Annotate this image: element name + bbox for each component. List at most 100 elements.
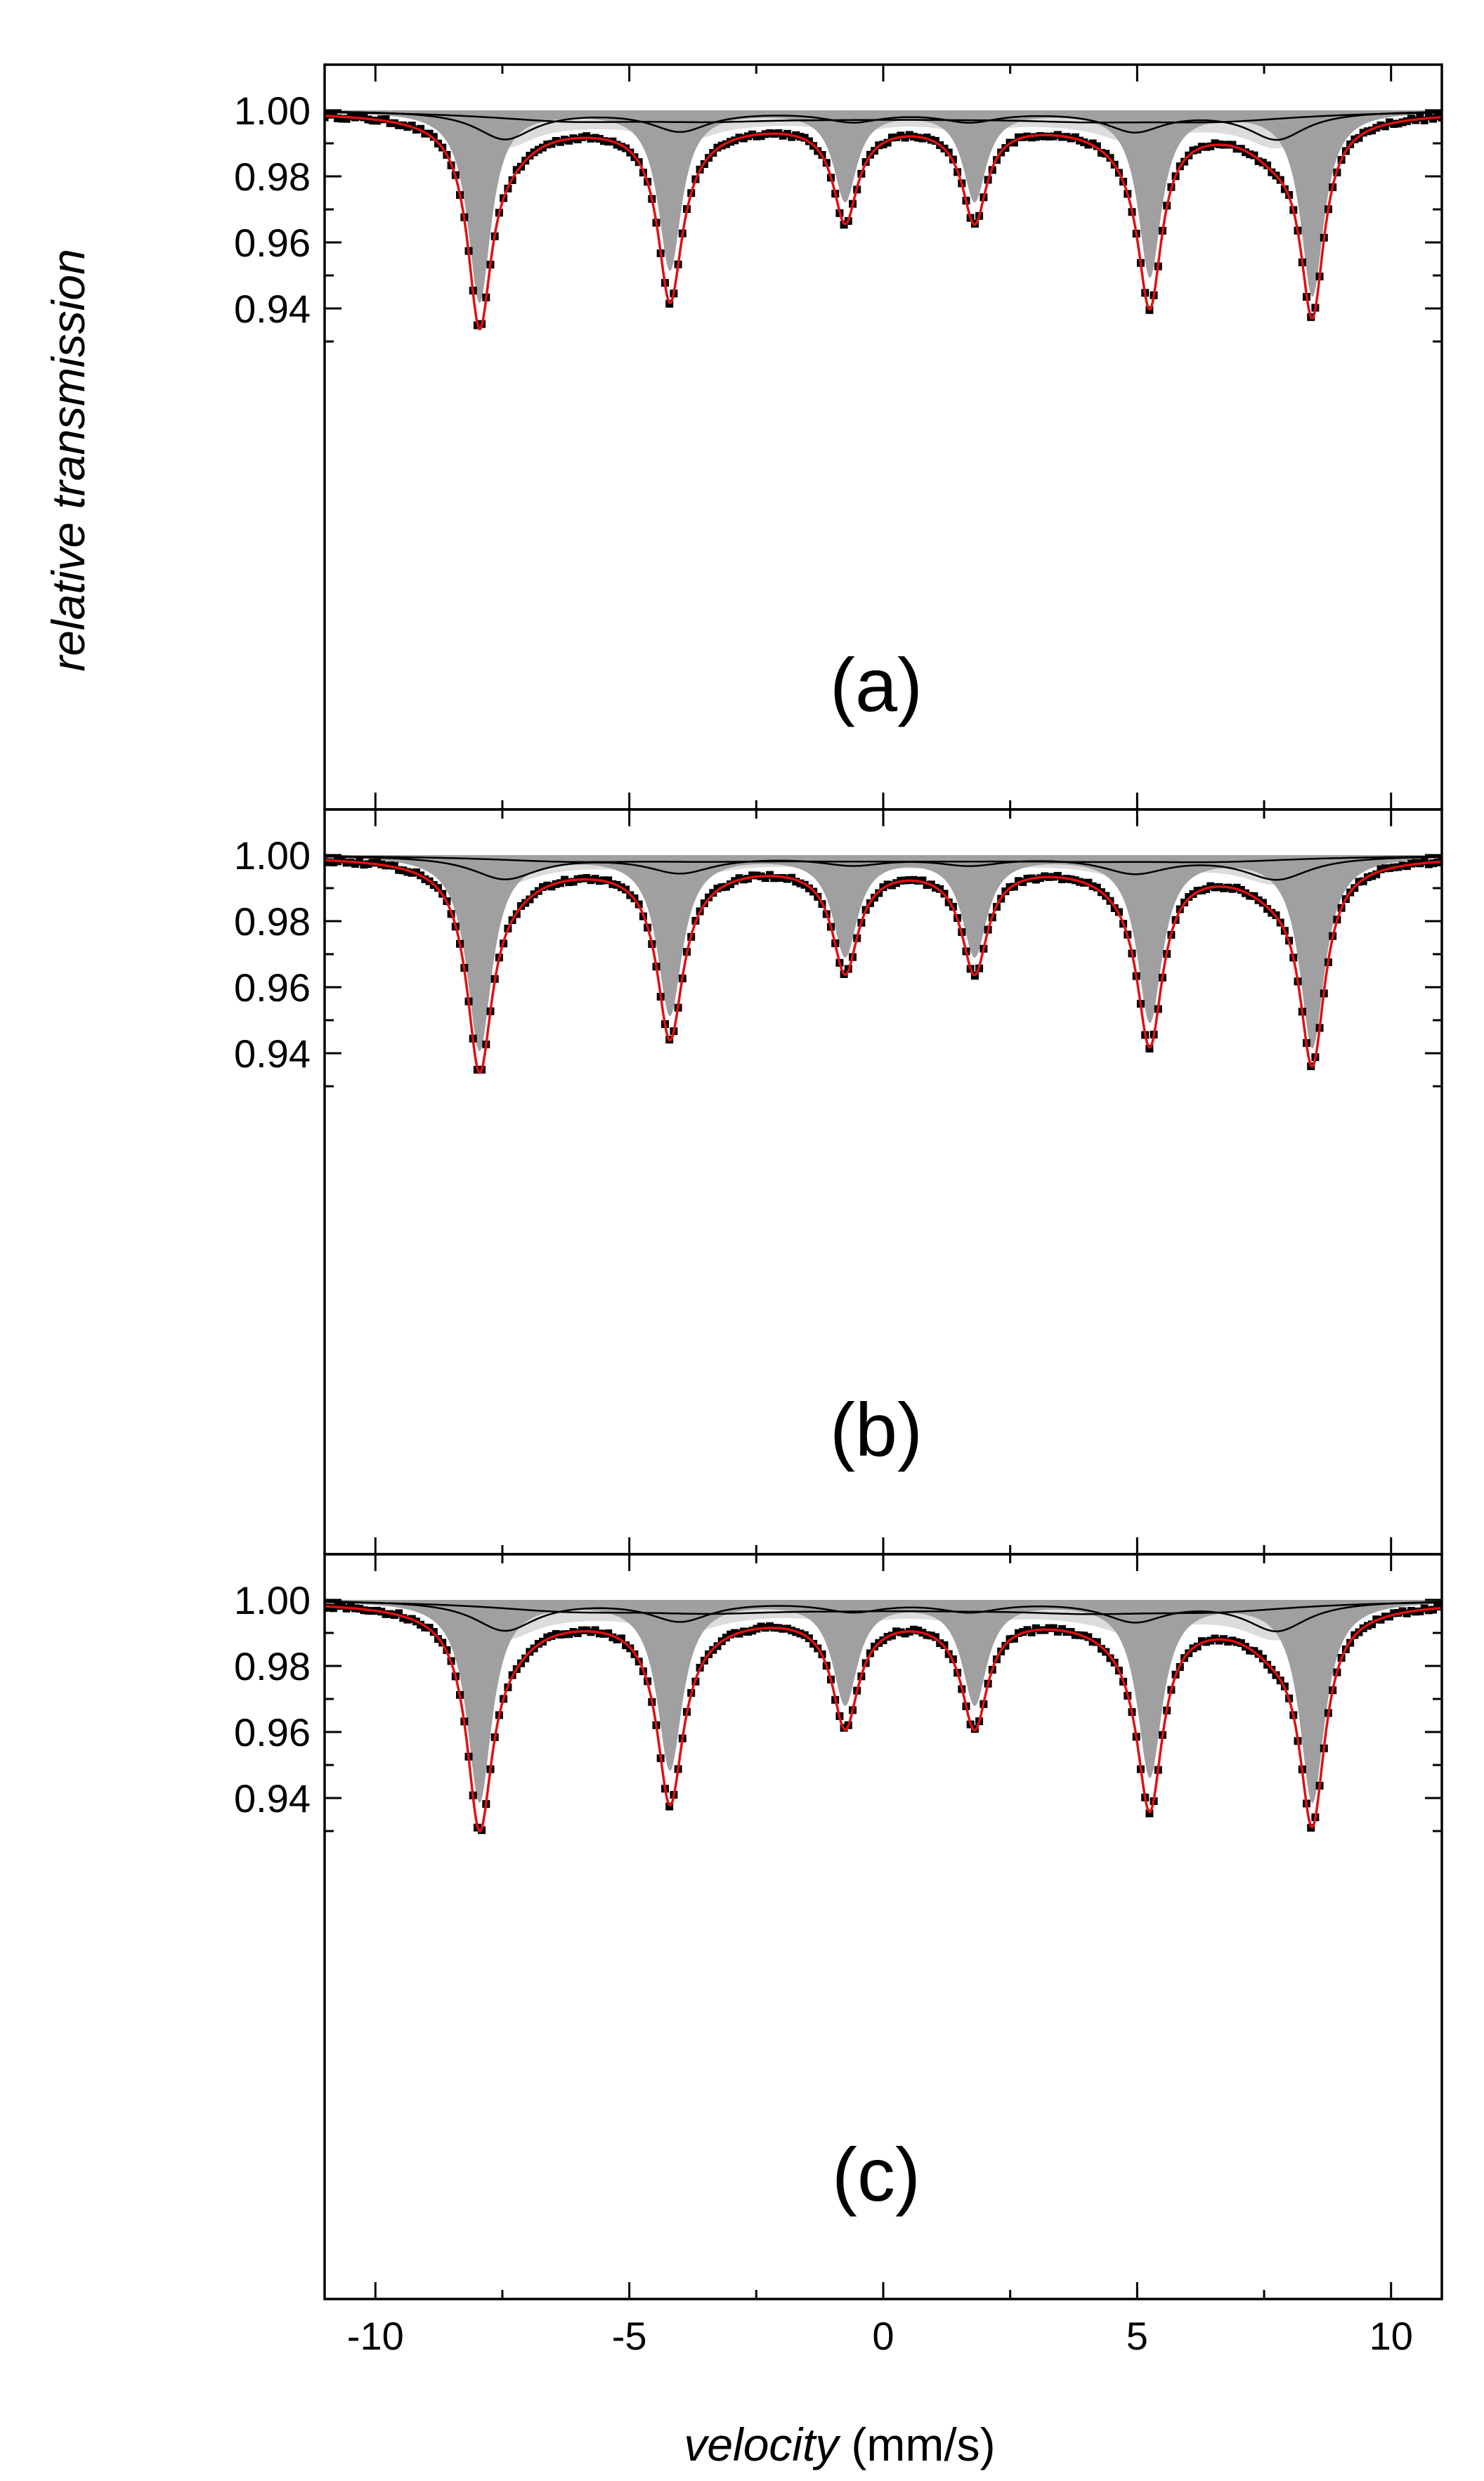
- panel-1: 0.94 0.96 0.98 1.00 (a): [234, 63, 1443, 811]
- data-point: [1045, 133, 1053, 141]
- data-point: [373, 859, 381, 867]
- data-point: [582, 132, 591, 141]
- panel-plot-area: [325, 1600, 1442, 1835]
- data-point: [914, 1627, 923, 1635]
- y-tick-label: 0.94: [234, 1031, 311, 1076]
- data-point: [1228, 141, 1237, 149]
- data-point: [1224, 1638, 1232, 1646]
- data-point: [1263, 905, 1272, 913]
- data-point: [399, 1614, 408, 1622]
- panel-plot-area: [325, 855, 1442, 1074]
- fit-line: [325, 115, 1442, 330]
- data-point: [403, 868, 412, 876]
- data-point: [1015, 877, 1022, 885]
- y-tick-label: 0.96: [234, 965, 311, 1010]
- data-point: [901, 1629, 909, 1638]
- data-point: [617, 143, 625, 151]
- data-point: [395, 1609, 403, 1617]
- data-point: [800, 134, 809, 142]
- data-point: [883, 138, 892, 147]
- data-point: [1093, 1638, 1101, 1646]
- data-point: [1023, 1626, 1031, 1634]
- data-point: [1058, 1624, 1067, 1633]
- y-tick-label: 0.94: [234, 287, 311, 331]
- data-point: [905, 131, 913, 139]
- data-point: [892, 1627, 901, 1636]
- data-point: [1420, 116, 1428, 124]
- data-point: [796, 879, 805, 887]
- data-point: [897, 131, 905, 140]
- data-point: [329, 859, 337, 866]
- data-point: [325, 858, 333, 866]
- panel-label: (b): [830, 1387, 923, 1472]
- panel-2: 0.94 0.96 0.98 1.00 (b): [234, 808, 1443, 1556]
- data-point: [910, 1625, 918, 1634]
- data-point: [600, 137, 608, 145]
- data-point: [1010, 883, 1018, 891]
- panel-label: (c): [832, 2132, 920, 2217]
- x-tick-label: -10: [347, 2314, 404, 2358]
- data-point: [569, 878, 578, 886]
- data-point: [722, 883, 730, 891]
- y-tick-label: 0.96: [234, 1710, 311, 1754]
- data-point: [334, 115, 342, 122]
- y-tick-label: 0.98: [234, 1644, 311, 1688]
- data-point: [1211, 139, 1219, 148]
- data-point: [360, 861, 368, 869]
- data-point: [665, 1802, 674, 1811]
- data-point: [887, 881, 896, 890]
- data-point: [735, 874, 743, 883]
- data-point: [753, 132, 761, 141]
- data-point: [543, 1633, 552, 1641]
- data-point: [613, 141, 621, 149]
- y-axis-title: relative transmission: [42, 249, 94, 672]
- data-point: [425, 129, 434, 138]
- panel-label: (a): [830, 642, 923, 727]
- data-point: [1381, 864, 1389, 873]
- data-point: [1015, 1629, 1022, 1637]
- data-point: [1045, 1624, 1053, 1632]
- data-point: [1368, 1620, 1376, 1629]
- data-point: [539, 883, 547, 891]
- data-point: [761, 874, 769, 883]
- data-point: [1402, 1609, 1411, 1617]
- x-axis-title-units: (mm/s): [851, 2418, 995, 2470]
- x-axis-title-italic: velocity: [684, 2418, 841, 2470]
- data-point: [770, 874, 779, 883]
- data-point: [1027, 1628, 1036, 1636]
- data-point: [713, 885, 722, 893]
- y-tick-label: 0.98: [234, 155, 311, 199]
- data-point: [1420, 857, 1428, 866]
- x-tick-label: -5: [612, 2314, 647, 2358]
- data-point: [552, 1630, 560, 1638]
- data-point: [342, 115, 351, 123]
- data-point: [429, 133, 438, 141]
- wide-component-line: [325, 111, 1442, 124]
- data-point: [1041, 132, 1049, 141]
- data-point: [1394, 119, 1402, 128]
- data-point: [325, 110, 333, 119]
- data-point: [346, 1603, 355, 1611]
- data-point: [1053, 871, 1062, 880]
- data-point: [1071, 1631, 1079, 1639]
- data-point: [1390, 1609, 1398, 1617]
- data-point: [386, 119, 394, 127]
- main-component-fill: [325, 1600, 1442, 1804]
- data-point: [731, 1629, 739, 1637]
- data-point: [604, 876, 613, 885]
- data-point: [1407, 115, 1415, 123]
- data-point: [1197, 1637, 1206, 1646]
- data-point: [582, 874, 591, 882]
- data-point: [766, 1622, 774, 1630]
- data-point: [617, 1634, 625, 1643]
- data-point: [1386, 118, 1393, 126]
- data-point: [622, 1641, 630, 1650]
- data-point: [1084, 878, 1093, 887]
- data-point: [395, 121, 403, 129]
- data-point: [1015, 133, 1022, 141]
- x-axis-title: velocity (mm/s): [684, 2418, 995, 2470]
- data-point: [788, 133, 796, 141]
- data-point: [757, 132, 765, 141]
- data-point: [887, 134, 896, 142]
- x-tick-label: 5: [1126, 2314, 1148, 2358]
